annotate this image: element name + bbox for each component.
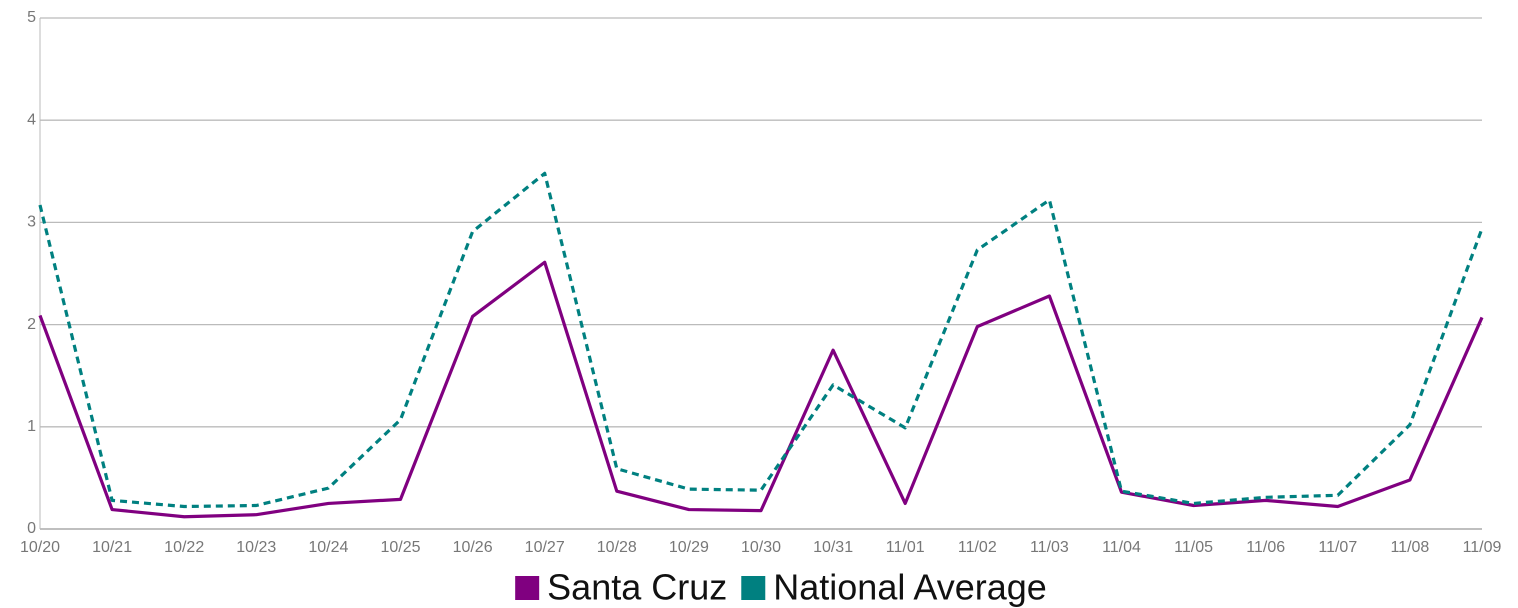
x-tick-label: 10/25 bbox=[380, 539, 420, 556]
x-tick-label: 10/20 bbox=[20, 539, 60, 556]
x-tick-label: 10/24 bbox=[308, 539, 348, 556]
x-tick-label: 10/21 bbox=[92, 539, 132, 556]
x-tick-label: 10/31 bbox=[813, 539, 853, 556]
x-tick-label: 10/30 bbox=[741, 539, 781, 556]
legend-label: National Average bbox=[773, 567, 1047, 608]
y-tick-label: 5 bbox=[27, 9, 36, 26]
legend-swatch bbox=[515, 576, 540, 600]
x-tick-label: 10/26 bbox=[453, 539, 493, 556]
x-tick-label: 10/29 bbox=[669, 539, 709, 556]
x-tick-label: 10/22 bbox=[164, 539, 204, 556]
x-tick-label: 11/03 bbox=[1030, 539, 1069, 556]
legend-swatch bbox=[741, 576, 766, 600]
x-tick-label: 11/05 bbox=[1174, 539, 1213, 556]
series-line bbox=[38, 171, 1484, 509]
x-tick-label: 11/08 bbox=[1390, 539, 1429, 556]
x-tick-label: 11/06 bbox=[1246, 539, 1285, 556]
y-tick-label: 4 bbox=[27, 111, 36, 128]
x-tick-label: 10/28 bbox=[597, 539, 637, 556]
x-tick-label: 10/27 bbox=[525, 539, 565, 556]
x-tick-label: 11/04 bbox=[1102, 539, 1141, 556]
x-tick-label: 10/23 bbox=[236, 539, 276, 556]
x-tick-label: 11/02 bbox=[958, 539, 997, 556]
legend-label: Santa Cruz bbox=[547, 567, 727, 608]
y-tick-label: 0 bbox=[27, 520, 36, 537]
x-tick-label: 11/09 bbox=[1463, 539, 1502, 556]
y-tick-label: 1 bbox=[27, 418, 36, 435]
x-tick-label: 11/01 bbox=[886, 539, 925, 556]
y-tick-label: 2 bbox=[27, 316, 36, 333]
x-tick-label: 11/07 bbox=[1318, 539, 1357, 556]
y-tick-label: 3 bbox=[27, 214, 36, 231]
series-line bbox=[38, 260, 1484, 519]
